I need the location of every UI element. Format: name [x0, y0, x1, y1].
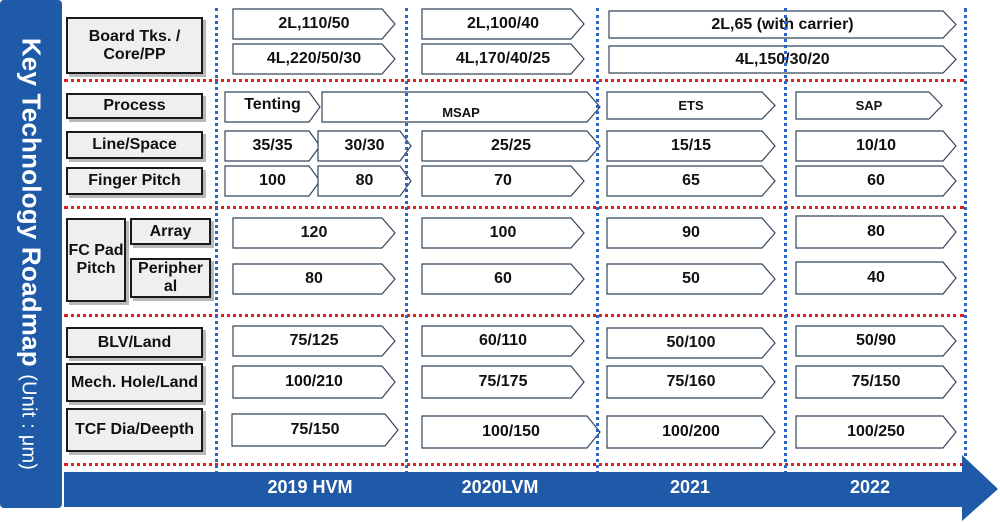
process-sap: SAP — [795, 91, 943, 120]
year-guide-line — [964, 8, 967, 464]
peripheral-2019: 80 — [232, 263, 396, 295]
mech-hole-2020: 75/175 — [421, 365, 585, 399]
tcf-2022: 100/250 — [795, 415, 957, 449]
year-2022: 2022 — [849, 477, 891, 497]
finger-pitch-2019b: 80 — [317, 165, 412, 197]
label-peripheral: Peripher al — [130, 258, 211, 298]
label-board-thickness: Board Tks. / Core/PP — [66, 17, 203, 74]
mech-hole-2021: 75/160 — [606, 365, 776, 399]
array-2020: 100 — [421, 217, 585, 249]
label-tcf-dia-depth: TCF Dia/Deepth — [66, 408, 203, 452]
label-fc-pad-pitch: FC Pad Pitch — [66, 218, 126, 302]
finger-pitch-2022: 60 — [795, 165, 957, 197]
board-4l-2021-2022: 4L,150/30/20 — [608, 45, 957, 74]
section-divider — [64, 206, 964, 209]
year-guide-line — [596, 8, 599, 492]
roadmap-title: Key Technology Roadmap (Unit : μm) — [16, 38, 47, 470]
section-divider — [64, 79, 964, 82]
peripheral-2020: 60 — [421, 263, 585, 295]
roadmap-title-text: Key Technology Roadmap — [16, 37, 47, 367]
line-space-2022: 10/10 — [795, 130, 957, 162]
finger-pitch-2019a: 100 — [224, 165, 321, 197]
board-2l-2020: 2L,100/40 — [421, 8, 585, 40]
mech-hole-2019: 100/210 — [232, 365, 396, 399]
tcf-2021: 100/200 — [606, 415, 776, 449]
finger-pitch-2020: 70 — [421, 165, 585, 197]
board-2l-2019: 2L,110/50 — [232, 8, 396, 40]
year-2019: 2019 HVM — [267, 477, 353, 497]
board-4l-2020: 4L,170/40/25 — [421, 43, 585, 75]
label-process: Process — [66, 93, 203, 119]
year-2020: 2020LVM — [461, 477, 539, 497]
blv-land-2021: 50/100 — [606, 327, 776, 359]
roadmap-title-bar: Key Technology Roadmap (Unit : μm) — [0, 0, 62, 508]
blv-land-2022: 50/90 — [795, 325, 957, 357]
section-divider — [64, 314, 964, 317]
line-space-2019b: 30/30 — [317, 130, 412, 162]
year-2021: 2021 — [669, 477, 711, 497]
array-2021: 90 — [606, 217, 776, 249]
peripheral-2022: 40 — [795, 261, 957, 295]
board-4l-2019: 4L,220/50/30 — [232, 43, 396, 75]
line-space-2021: 15/15 — [606, 130, 776, 162]
blv-land-2020: 60/110 — [421, 325, 585, 357]
label-array: Array — [130, 218, 211, 245]
process-tenting: Tenting — [224, 91, 321, 123]
line-space-2020: 25/25 — [421, 130, 601, 162]
blv-land-2019: 75/125 — [232, 325, 396, 357]
label-line-space: Line/Space — [66, 131, 203, 159]
section-divider — [64, 463, 964, 466]
tcf-2019: 75/150 — [231, 413, 399, 447]
array-2022: 80 — [795, 215, 957, 249]
label-finger-pitch: Finger Pitch — [66, 167, 203, 195]
label-blv-land: BLV/Land — [66, 327, 203, 358]
process-msap: MSAP — [321, 91, 601, 123]
line-space-2019a: 35/35 — [224, 130, 321, 162]
label-mech-hole-land: Mech. Hole/Land — [66, 363, 203, 402]
board-2l-2021-2022: 2L,65 (with carrier) — [608, 10, 957, 39]
finger-pitch-2021: 65 — [606, 165, 776, 197]
peripheral-2021: 50 — [606, 263, 776, 295]
tcf-2020: 100/150 — [421, 415, 601, 449]
unit-note: (Unit : μm) — [17, 374, 40, 471]
year-guide-line — [405, 8, 408, 492]
process-ets: ETS — [606, 91, 776, 120]
year-guide-line — [215, 8, 218, 492]
year-guide-line — [784, 8, 787, 492]
array-2019: 120 — [232, 217, 396, 249]
mech-hole-2022: 75/150 — [795, 365, 957, 399]
timeline-arrow — [64, 455, 998, 521]
